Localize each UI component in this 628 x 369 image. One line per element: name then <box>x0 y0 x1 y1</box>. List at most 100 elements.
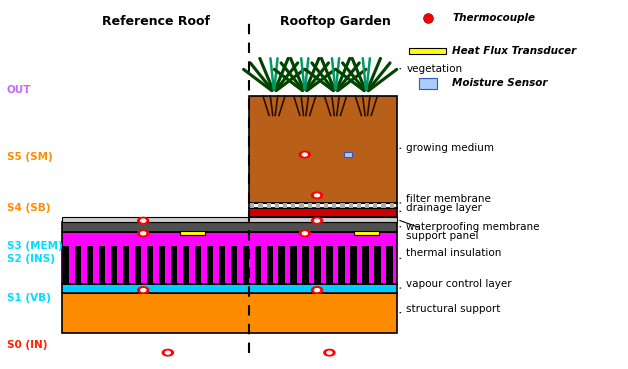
Text: Moisture Sensor: Moisture Sensor <box>453 78 548 88</box>
Bar <box>111 246 117 284</box>
Bar <box>147 246 153 284</box>
Circle shape <box>324 349 335 356</box>
Text: vegetation: vegetation <box>400 64 462 74</box>
Circle shape <box>315 289 320 292</box>
Bar <box>183 246 189 284</box>
Bar <box>249 96 397 203</box>
Bar <box>219 246 225 284</box>
Circle shape <box>138 230 149 237</box>
Bar <box>63 246 70 284</box>
Bar <box>254 246 261 284</box>
Bar <box>308 203 311 208</box>
Bar <box>278 246 285 284</box>
Circle shape <box>162 349 173 356</box>
Bar <box>365 203 369 208</box>
Text: Heat Flux Transducer: Heat Flux Transducer <box>453 46 577 56</box>
Bar <box>332 203 337 208</box>
Bar <box>258 203 263 208</box>
Text: S5 (SM): S5 (SM) <box>7 152 53 162</box>
Text: S2 (INS): S2 (INS) <box>7 254 55 263</box>
Circle shape <box>299 230 310 237</box>
Bar <box>344 152 352 157</box>
Bar <box>373 203 377 208</box>
Text: filter membrane: filter membrane <box>400 194 491 204</box>
Bar <box>180 231 205 235</box>
Bar <box>159 246 165 284</box>
Bar <box>230 246 237 284</box>
Circle shape <box>302 232 307 235</box>
Bar <box>315 246 321 284</box>
Text: Thermocouple: Thermocouple <box>453 13 536 23</box>
Text: S3 (MEM): S3 (MEM) <box>7 241 63 251</box>
Circle shape <box>138 287 149 293</box>
Circle shape <box>327 351 332 354</box>
Bar <box>266 246 273 284</box>
Bar <box>338 246 345 284</box>
Bar <box>291 246 297 284</box>
Circle shape <box>315 219 320 222</box>
Text: S0 (IN): S0 (IN) <box>7 341 47 351</box>
Text: OUT: OUT <box>7 86 31 96</box>
Text: thermal insulation: thermal insulation <box>400 248 502 258</box>
Circle shape <box>311 192 323 199</box>
Text: Rooftop Garden: Rooftop Garden <box>280 15 391 28</box>
Bar <box>267 203 271 208</box>
Circle shape <box>311 287 323 293</box>
Bar <box>87 246 94 284</box>
Bar <box>250 203 254 208</box>
Bar <box>327 246 333 284</box>
Circle shape <box>141 219 146 222</box>
Circle shape <box>165 351 170 354</box>
Circle shape <box>315 194 320 197</box>
Bar <box>390 203 394 208</box>
Bar <box>75 246 82 284</box>
Bar <box>300 203 303 208</box>
Text: support panel: support panel <box>399 221 479 241</box>
Text: structural support: structural support <box>400 304 501 314</box>
Bar <box>62 217 397 223</box>
Bar <box>350 246 357 284</box>
Circle shape <box>141 289 146 292</box>
Bar <box>303 246 309 284</box>
Circle shape <box>302 153 307 156</box>
Bar <box>374 246 381 284</box>
Bar <box>207 246 213 284</box>
Bar <box>249 208 397 217</box>
Text: growing medium: growing medium <box>400 143 494 154</box>
Text: waterproofing membrane: waterproofing membrane <box>400 222 540 232</box>
Bar <box>249 203 397 208</box>
FancyBboxPatch shape <box>419 78 437 89</box>
Bar <box>62 293 397 333</box>
Circle shape <box>141 232 146 235</box>
Bar <box>275 203 279 208</box>
Bar <box>324 203 328 208</box>
Bar <box>62 284 397 293</box>
Bar <box>291 203 295 208</box>
Bar <box>242 246 249 284</box>
Bar <box>283 203 287 208</box>
Bar <box>195 246 201 284</box>
Bar <box>357 203 361 208</box>
Bar <box>62 231 397 284</box>
Bar <box>354 231 379 235</box>
FancyBboxPatch shape <box>409 48 447 54</box>
Bar <box>386 246 393 284</box>
Bar <box>340 203 345 208</box>
Circle shape <box>299 151 310 158</box>
Circle shape <box>311 217 323 224</box>
Circle shape <box>138 217 149 224</box>
Text: vapour control layer: vapour control layer <box>400 279 512 289</box>
Bar <box>122 246 129 284</box>
Bar <box>135 246 141 284</box>
Bar <box>349 203 353 208</box>
Bar <box>316 203 320 208</box>
Text: drainage layer: drainage layer <box>400 203 482 213</box>
Text: Reference Roof: Reference Roof <box>102 15 210 28</box>
Bar <box>62 223 397 231</box>
Bar <box>381 203 386 208</box>
Text: S4 (SB): S4 (SB) <box>7 203 50 213</box>
Text: S1 (VB): S1 (VB) <box>7 293 51 303</box>
Bar <box>171 246 177 284</box>
Bar <box>99 246 106 284</box>
Bar <box>362 246 369 284</box>
